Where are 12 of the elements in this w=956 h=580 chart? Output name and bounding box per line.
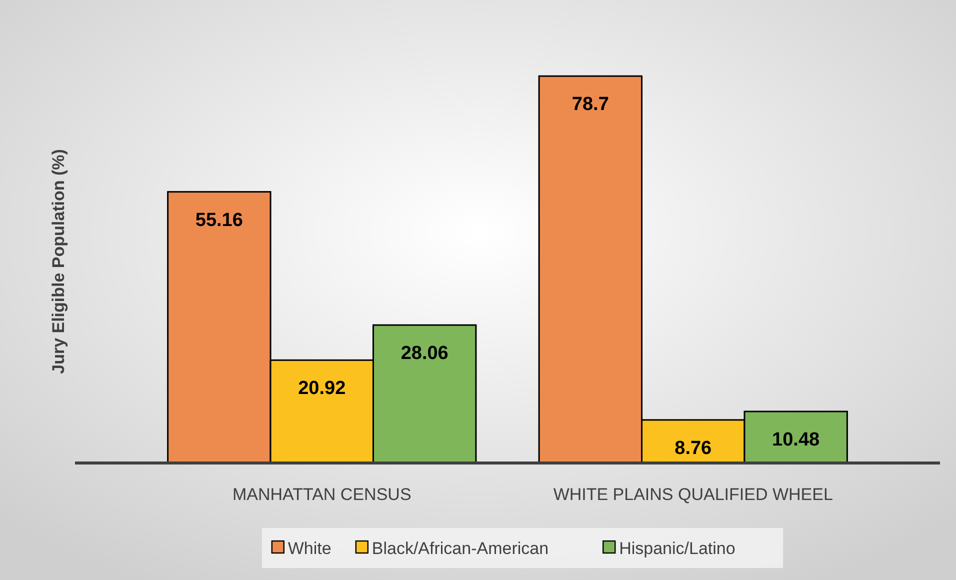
legend-label: Hispanic/Latino — [619, 539, 736, 558]
data-label: 8.76 — [674, 438, 712, 459]
legend-label: Black/African-American — [372, 539, 549, 558]
x-tick-label: MANHATTAN CENSUS — [232, 485, 412, 504]
x-tick-label: WHITE PLAINS QUALIFIED WHEEL — [553, 485, 833, 504]
data-label: 78.7 — [572, 94, 609, 116]
data-label: 20.92 — [298, 378, 346, 400]
data-label: 10.48 — [772, 429, 820, 450]
legend-label: White — [288, 539, 332, 558]
data-label: 28.06 — [400, 343, 448, 364]
y-axis-title: Jury Eligible Population (%) — [49, 149, 68, 374]
data-label: 55.16 — [195, 210, 243, 231]
